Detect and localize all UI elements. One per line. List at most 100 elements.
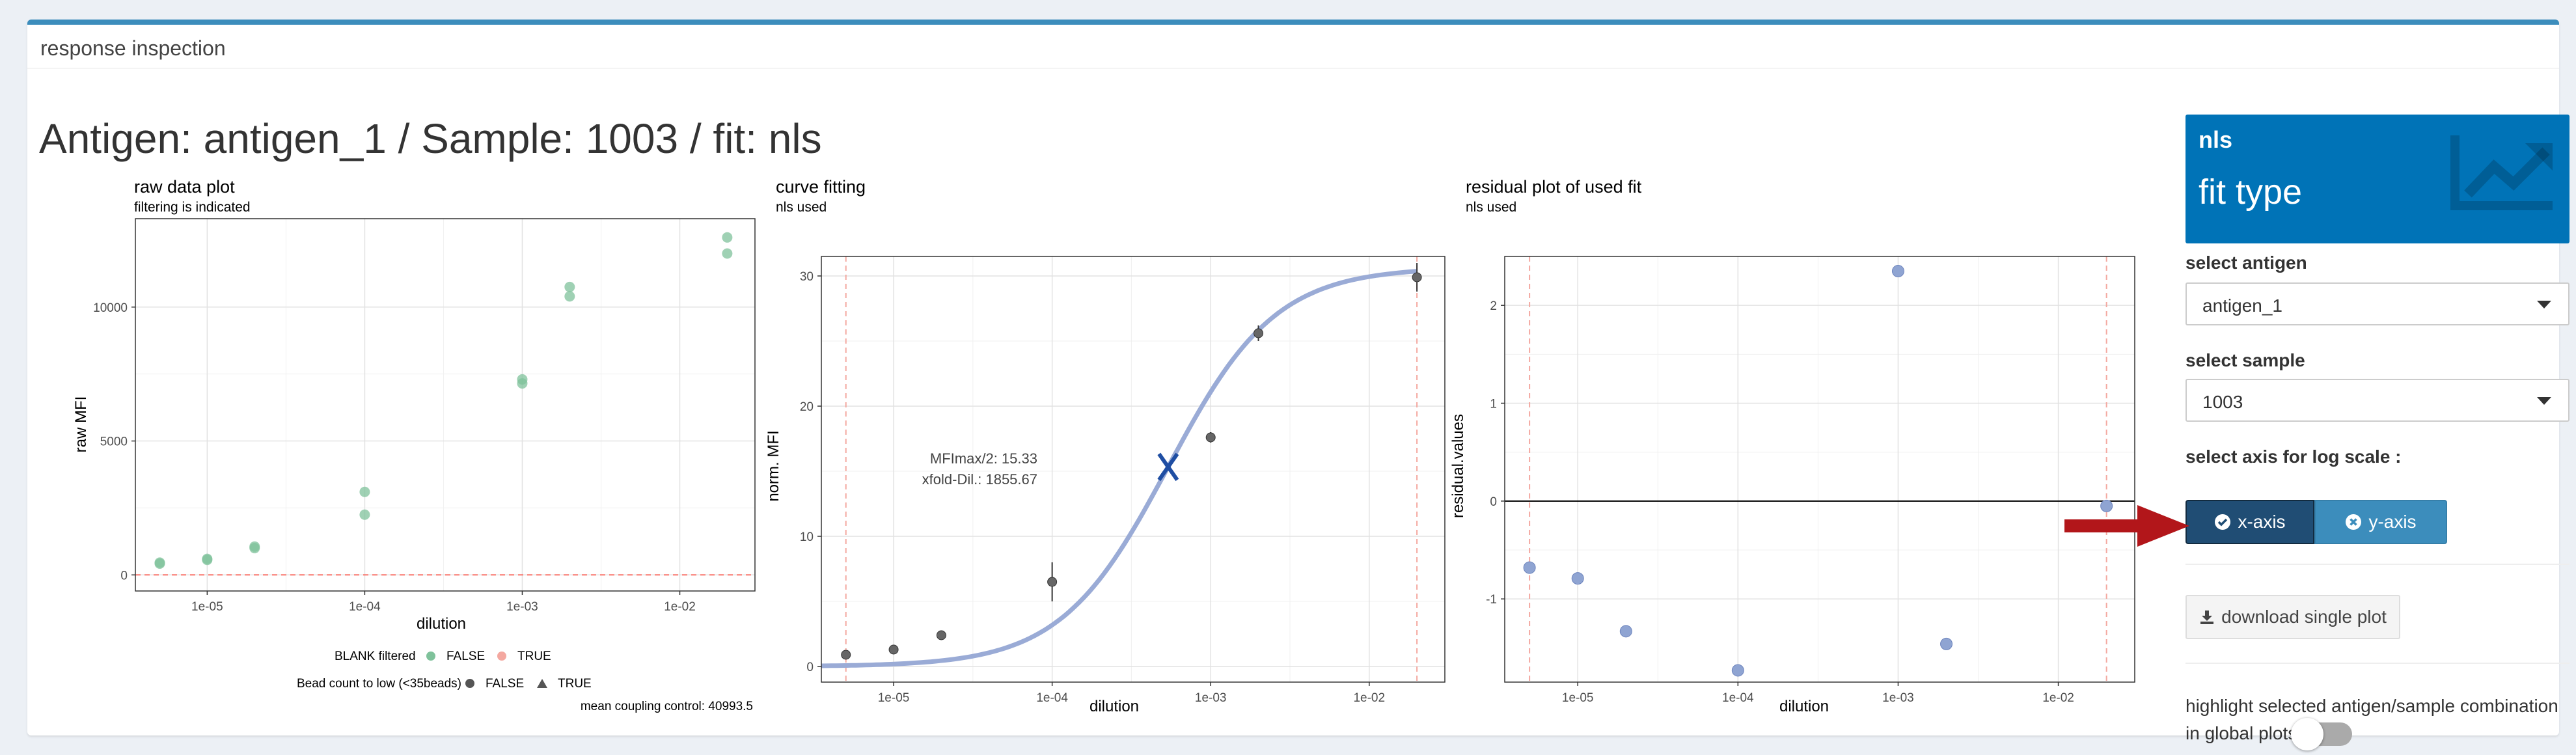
curve-x-tick-label: 1e-03 — [1195, 691, 1227, 705]
curve-plot-title: curve fitting — [776, 177, 866, 197]
residual-y-axis-label: residual.values — [1449, 414, 1467, 518]
download-icon — [2200, 611, 2214, 624]
raw-x-tick-label: 1e-05 — [191, 600, 223, 614]
raw-panel-bg — [135, 219, 755, 591]
residual-x-tick-label: 1e-03 — [1882, 691, 1914, 705]
select-sample-label: select sample — [2185, 350, 2305, 370]
curve-data-point — [841, 650, 851, 660]
curve-fitting-plot: curve fitting nls used 1e-05 1e-04 1e-03 1e… — [756, 174, 1446, 721]
log-scale-button-group: x-axis y-axis — [2185, 500, 2447, 544]
divider — [2185, 564, 2569, 565]
legend-blank-true-label: TRUE — [517, 650, 551, 663]
raw-data-point — [722, 232, 733, 243]
raw-plot-subtitle: filtering is indicated — [134, 200, 251, 215]
page-title: Antigen: antigen_1 / Sample: 1003 / fit:… — [39, 115, 822, 162]
download-button-label: download single plot — [2221, 607, 2387, 627]
raw-data-point — [359, 509, 370, 520]
legend-bead-false-key — [465, 679, 474, 688]
residual-plot-svg: residual plot of used fit nls used 1e-05… — [1449, 177, 2135, 715]
x-axis-toggle-button[interactable]: x-axis — [2185, 500, 2314, 544]
chevron-down-icon — [2537, 397, 2551, 405]
curve-data-point — [1047, 577, 1058, 587]
residual-plot: residual plot of used fit nls used 1e-05… — [1446, 174, 2136, 721]
residual-y-tick-label: 1 — [1490, 398, 1497, 411]
curve-data-point — [888, 644, 899, 655]
residual-data-point — [1571, 572, 1584, 585]
legend-bead-true-label: TRUE — [558, 677, 592, 691]
curve-x-tick-label: 1e-05 — [878, 691, 910, 705]
raw-data-plot: raw data plot filtering is indicated 1e-… — [66, 174, 756, 721]
curve-y-tick-label: 30 — [800, 270, 814, 284]
curve-y-tick-label: 20 — [800, 400, 814, 414]
toggle-knob — [2291, 718, 2323, 750]
y-axis-button-label: y-axis — [2368, 512, 2417, 532]
residual-y-tick-label: -1 — [1486, 593, 1497, 607]
residual-y-tick-label: 2 — [1490, 299, 1497, 313]
legend-bead-title: Bead count to low (<35beads) — [297, 677, 461, 691]
raw-data-plot-svg: raw data plot filtering is indicated 1e-… — [72, 177, 756, 713]
curve-x-axis-label: dilution — [1089, 698, 1139, 715]
curve-panel-border — [821, 256, 1446, 683]
raw-data-point — [249, 541, 260, 552]
residual-y-tick-label: 0 — [1490, 495, 1497, 509]
curve-y-axis-label: norm. MFI — [765, 430, 782, 501]
raw-y-tick-label: 5000 — [100, 435, 128, 449]
box-header: response inspection — [27, 25, 2559, 69]
antigen-select-value: antigen_1 — [2202, 295, 2283, 316]
download-single-plot-button[interactable]: download single plot — [2185, 595, 2400, 639]
curve-data-point — [936, 630, 946, 640]
residual-data-point — [1523, 561, 1536, 574]
sample-select[interactable]: 1003 — [2185, 379, 2569, 422]
fit-type-infobox: nls fit type — [2185, 115, 2569, 243]
curve-annotation-mfimax: MFImax/2: 15.33 — [930, 450, 1037, 467]
residual-x-tick-label: 1e-04 — [1722, 691, 1754, 705]
curve-data-point — [1205, 432, 1216, 443]
raw-data-point — [564, 281, 575, 292]
raw-data-point — [202, 553, 213, 564]
highlight-toggle-switch[interactable] — [2291, 718, 2352, 750]
curve-fit-line — [821, 269, 1418, 668]
check-circle-icon — [2215, 514, 2231, 530]
fit-type-label: fit type — [2199, 172, 2303, 212]
curve-y-tick-label: 0 — [806, 661, 814, 674]
raw-x-tick-label: 1e-04 — [349, 600, 381, 614]
raw-x-tick-label: 1e-02 — [664, 600, 696, 614]
residual-x-axis-label: dilution — [1779, 698, 1829, 715]
curve-annotation-xfold: xfold-Dil.: 1855.67 — [922, 471, 1037, 487]
sample-select-value: 1003 — [2202, 392, 2243, 412]
residual-panel-bg — [1505, 256, 2135, 682]
curve-panel-bg — [821, 256, 1445, 682]
raw-x-tick-label: 1e-03 — [506, 600, 538, 614]
raw-legend: BLANK filtered FALSE TRUE Bead count to … — [297, 650, 592, 691]
raw-panel-border — [135, 218, 756, 592]
curve-data-point — [1412, 272, 1422, 282]
raw-data-point — [564, 291, 575, 302]
curve-y-tick-label: 10 — [800, 530, 814, 544]
curve-x-tick-label: 1e-02 — [1353, 691, 1385, 705]
residual-plot-title: residual plot of used fit — [1466, 177, 1642, 197]
right-arrow-icon — [2064, 505, 2189, 547]
divider — [2185, 663, 2569, 664]
legend-blank-true-key — [497, 652, 506, 661]
legend-bead-true-key — [537, 679, 547, 688]
chevron-down-icon — [2537, 301, 2551, 309]
residual-x-tick-label: 1e-02 — [2042, 691, 2074, 705]
coupling-control-note: mean coupling control: 40993.5 — [581, 700, 753, 713]
highlight-global-plots-label: highlight selected antigen/sample combin… — [2185, 696, 2558, 743]
residual-data-point — [1619, 625, 1632, 638]
select-antigen-label: select antigen — [2185, 253, 2307, 273]
legend-blank-title: BLANK filtered — [335, 650, 416, 663]
box-title: response inspection — [40, 36, 226, 60]
raw-data-point — [722, 248, 733, 259]
raw-data-point — [154, 557, 165, 568]
residual-data-point — [2100, 499, 2113, 512]
curve-plot-subtitle: nls used — [776, 200, 827, 215]
x-axis-button-label: x-axis — [2238, 512, 2286, 532]
curve-midpoint-marker — [1157, 452, 1179, 482]
antigen-select[interactable]: antigen_1 — [2185, 282, 2569, 325]
raw-y-tick-label: 0 — [120, 569, 128, 583]
x-circle-icon — [2346, 514, 2362, 530]
response-inspection-box: response inspection Antigen: antigen_1 /… — [27, 20, 2569, 750]
residual-data-point — [1940, 637, 1953, 650]
y-axis-toggle-button[interactable]: y-axis — [2314, 500, 2447, 544]
